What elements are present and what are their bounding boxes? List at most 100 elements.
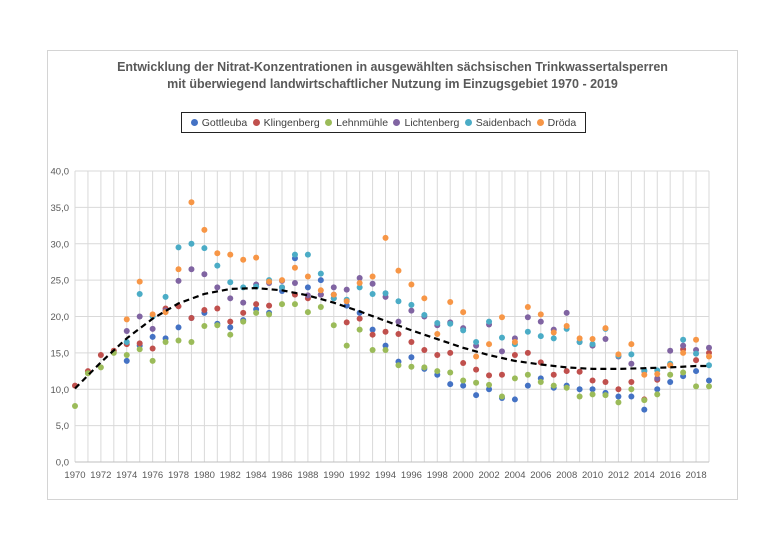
data-point-klingenberg (408, 338, 415, 345)
legend-item-gottleuba: Gottleuba (190, 117, 247, 129)
data-point-lehnm-hle (188, 338, 195, 345)
data-point-klingenberg (227, 318, 234, 325)
x-tick-label: 1996 (401, 470, 422, 481)
data-point-dr-da (693, 336, 700, 343)
data-point-dr-da (279, 277, 286, 284)
legend-item-dr-da: Dröda (536, 117, 576, 129)
data-point-lehnm-hle (343, 342, 350, 349)
data-point-saidenbach (291, 251, 298, 258)
data-point-lehnm-hle (706, 383, 712, 390)
data-point-saidenbach (486, 318, 493, 325)
x-tick-label: 1998 (427, 470, 448, 481)
data-point-lehnm-hle (447, 369, 454, 376)
data-point-klingenberg (149, 345, 156, 352)
data-point-dr-da (447, 298, 454, 305)
data-point-dr-da (628, 341, 635, 348)
data-point-lehnm-hle (395, 362, 402, 369)
data-point-gottleuba (654, 386, 661, 393)
data-point-dr-da (395, 267, 402, 274)
data-point-klingenberg (240, 309, 247, 316)
data-point-lehnm-hle (667, 371, 674, 378)
data-point-saidenbach (317, 270, 324, 277)
data-point-lehnm-hle (240, 318, 247, 325)
data-point-dr-da (175, 266, 182, 273)
x-tick-label: 2006 (530, 470, 551, 481)
data-point-lehnm-hle (408, 363, 415, 370)
data-point-saidenbach (214, 262, 221, 269)
data-point-lichtenberg (602, 336, 609, 343)
data-point-gottleuba (447, 381, 454, 388)
y-tick-label: 0,0 (56, 458, 69, 469)
data-point-dr-da (680, 349, 687, 356)
data-point-lichtenberg (667, 347, 674, 354)
data-point-klingenberg (421, 346, 428, 353)
data-point-klingenberg (460, 360, 467, 367)
data-point-saidenbach (693, 350, 700, 357)
data-point-gottleuba (641, 406, 648, 413)
data-point-dr-da (589, 336, 596, 343)
data-point-dr-da (304, 273, 311, 280)
x-tick-label: 1974 (116, 470, 137, 481)
data-point-dr-da (550, 329, 557, 336)
y-tick-label: 35,0 (51, 203, 70, 214)
legend-marker (536, 119, 544, 126)
data-point-lehnm-hle (602, 392, 609, 399)
data-point-saidenbach (524, 328, 531, 335)
data-point-dr-da (524, 304, 531, 311)
data-point-dr-da (498, 314, 505, 321)
data-point-saidenbach (680, 336, 687, 343)
data-point-klingenberg (266, 302, 273, 309)
data-point-gottleuba (667, 378, 674, 385)
data-point-dr-da (473, 353, 480, 360)
data-point-lehnm-hle (486, 381, 493, 388)
x-tick-label: 1970 (64, 470, 85, 481)
data-point-lichtenberg (395, 318, 402, 325)
data-point-dr-da (343, 298, 350, 305)
data-point-lehnm-hle (654, 391, 661, 398)
data-point-lehnm-hle (136, 346, 143, 353)
legend-marker (190, 119, 198, 126)
data-point-saidenbach (369, 290, 376, 297)
data-point-saidenbach (162, 293, 169, 300)
data-point-lehnm-hle (693, 383, 700, 390)
data-point-saidenbach (123, 338, 130, 345)
legend-marker (464, 119, 472, 126)
data-point-saidenbach (447, 320, 454, 327)
data-point-lichtenberg (123, 328, 130, 335)
data-point-saidenbach (628, 351, 635, 358)
data-point-dr-da (136, 278, 143, 285)
data-point-dr-da (201, 226, 208, 233)
chart-subtitle: mit überwiegend landwirtschaftlicher Nut… (167, 77, 618, 91)
data-point-lichtenberg (330, 284, 337, 291)
data-point-gottleuba (227, 324, 234, 331)
data-point-gottleuba (486, 386, 493, 393)
data-point-klingenberg (382, 328, 389, 335)
data-point-lehnm-hle (641, 397, 648, 404)
data-point-lehnm-hle (317, 304, 324, 311)
data-point-saidenbach (550, 335, 557, 342)
y-tick-label: 5,0 (56, 421, 69, 432)
data-point-lehnm-hle (266, 311, 273, 318)
data-point-dr-da (641, 371, 648, 378)
x-tick-label: 1988 (297, 470, 318, 481)
data-point-gottleuba (123, 357, 130, 364)
data-point-klingenberg (395, 330, 402, 337)
data-point-lehnm-hle (201, 322, 208, 329)
data-point-lehnm-hle (563, 384, 570, 391)
data-point-klingenberg (343, 319, 350, 326)
data-point-lehnm-hle (615, 399, 622, 406)
x-tick-label: 1972 (90, 470, 111, 481)
data-point-lehnm-hle (304, 309, 311, 316)
data-point-dr-da (291, 264, 298, 271)
data-point-lichtenberg (188, 266, 195, 273)
data-point-lehnm-hle (524, 371, 531, 378)
data-point-gottleuba (149, 333, 156, 340)
data-point-saidenbach (498, 334, 505, 341)
data-point-dr-da (421, 295, 428, 302)
data-point-lichtenberg (227, 295, 234, 302)
data-point-lehnm-hle (291, 301, 298, 308)
data-point-gottleuba (615, 393, 622, 400)
data-point-gottleuba (576, 386, 583, 393)
data-point-lichtenberg (498, 348, 505, 355)
